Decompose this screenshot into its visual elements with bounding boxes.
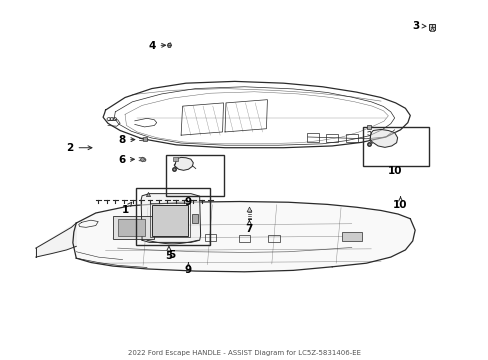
Text: 9: 9: [184, 262, 192, 275]
Polygon shape: [36, 223, 76, 257]
Bar: [152, 205, 188, 235]
Polygon shape: [73, 202, 414, 272]
Bar: [238, 235, 250, 242]
Bar: [267, 235, 279, 242]
Bar: [326, 134, 337, 142]
Text: 2022 Ford Escape HANDLE - ASSIST Diagram for LC5Z-5831406-EE: 2022 Ford Escape HANDLE - ASSIST Diagram…: [128, 350, 360, 356]
Bar: [204, 234, 216, 241]
Text: 2: 2: [66, 143, 92, 153]
Polygon shape: [167, 43, 171, 47]
Text: 4: 4: [148, 41, 165, 50]
Bar: [166, 155, 224, 196]
Text: 5: 5: [165, 246, 172, 261]
Bar: [306, 134, 318, 142]
Bar: [191, 214, 197, 223]
Bar: [136, 188, 210, 244]
Polygon shape: [141, 194, 200, 242]
Bar: [150, 203, 189, 237]
Polygon shape: [369, 130, 397, 147]
Text: 9: 9: [184, 197, 192, 207]
Text: 6: 6: [118, 154, 134, 165]
Bar: [341, 232, 361, 241]
Polygon shape: [174, 157, 193, 170]
Text: 8: 8: [118, 135, 135, 145]
Text: 10: 10: [392, 197, 407, 210]
Text: 5: 5: [167, 250, 175, 260]
Bar: [113, 216, 154, 239]
Bar: [118, 220, 144, 235]
Bar: [173, 157, 178, 161]
Bar: [362, 127, 428, 166]
Text: 10: 10: [386, 166, 401, 176]
Text: 3: 3: [412, 21, 425, 31]
Text: 7: 7: [245, 221, 253, 234]
Bar: [345, 134, 357, 142]
Text: 1: 1: [121, 202, 131, 216]
